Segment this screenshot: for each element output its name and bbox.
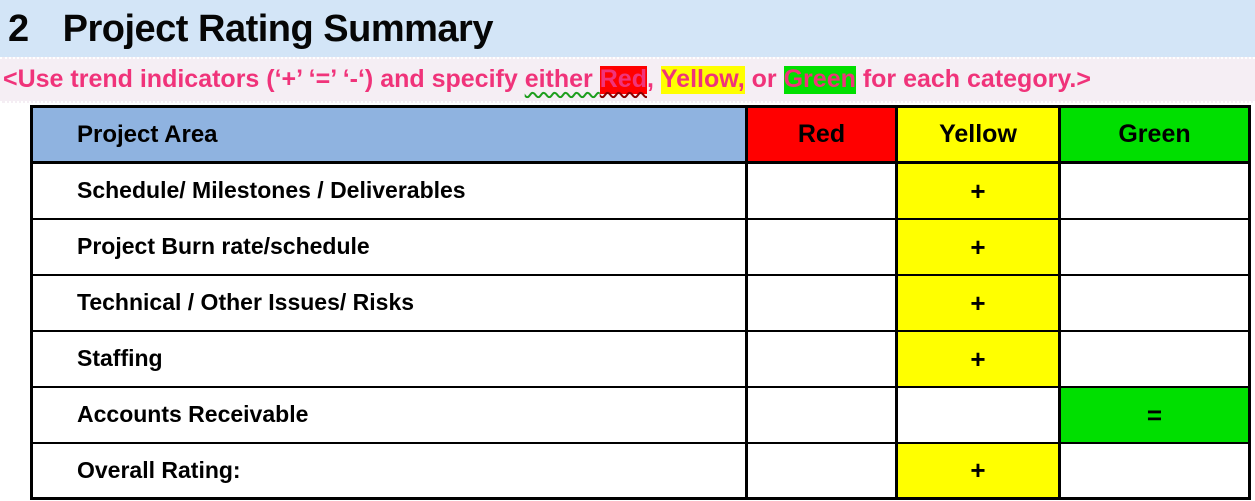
table-row: Accounts Receivable = xyxy=(30,385,1251,444)
rating-cell-yellow-indicator[interactable]: + xyxy=(895,161,1061,220)
column-header-yellow: Yellow xyxy=(895,105,1061,164)
instruction-segment: for each category.> xyxy=(855,65,1091,94)
column-header-green: Green xyxy=(1058,105,1251,164)
rating-cell-red[interactable] xyxy=(745,273,898,332)
rating-cell-yellow-indicator[interactable]: + xyxy=(895,273,1061,332)
table-header-row: Project Area Red Yellow Green xyxy=(30,105,1251,164)
heading-title: Project Rating Summary xyxy=(62,7,494,50)
rating-cell-green[interactable] xyxy=(1058,329,1251,388)
rating-cell-yellow-indicator[interactable]: + xyxy=(895,441,1061,500)
rating-cell-red[interactable] xyxy=(745,217,898,276)
column-header-red: Red xyxy=(745,105,898,164)
instruction-text: <Use trend indicators (‘+’ ‘=’ ‘-‘) and … xyxy=(0,57,1255,103)
row-label[interactable]: Overall Rating: xyxy=(30,441,748,500)
table-row: Schedule/ Milestones / Deliverables + xyxy=(30,161,1251,220)
rating-cell-red[interactable] xyxy=(745,385,898,444)
rating-cell-red[interactable] xyxy=(745,161,898,220)
rating-table-container: Project Area Red Yellow Green Schedule/ Mil… xyxy=(30,105,1255,500)
instruction-segment: either xyxy=(524,65,600,94)
instruction-segment: <Use trend indicators (‘+’ ‘=’ ‘-‘) and … xyxy=(3,65,525,94)
table-row: Technical / Other Issues/ Risks + xyxy=(30,273,1251,332)
rating-cell-green[interactable] xyxy=(1058,273,1251,332)
table-row: Overall Rating: + xyxy=(30,441,1251,500)
rating-table: Project Area Red Yellow Green Schedule/ Mil… xyxy=(30,105,1251,500)
rating-cell-red[interactable] xyxy=(745,329,898,388)
rating-cell-yellow-indicator[interactable]: + xyxy=(895,217,1061,276)
highlight-yellow: Yellow, xyxy=(660,65,745,94)
row-label[interactable]: Technical / Other Issues/ Risks xyxy=(30,273,748,332)
instruction-segment: , xyxy=(646,65,661,94)
rating-cell-green[interactable] xyxy=(1058,161,1251,220)
row-label[interactable]: Schedule/ Milestones / Deliverables xyxy=(30,161,748,220)
rating-cell-green[interactable] xyxy=(1058,441,1251,500)
heading-number: 2 xyxy=(8,7,29,50)
row-label[interactable]: Accounts Receivable xyxy=(30,385,748,444)
rating-cell-yellow-indicator[interactable]: + xyxy=(895,329,1061,388)
instruction-segment: or xyxy=(744,65,784,94)
table-row: Project Burn rate/schedule + xyxy=(30,217,1251,276)
rating-cell-yellow[interactable] xyxy=(895,385,1061,444)
table-row: Staffing + xyxy=(30,329,1251,388)
column-header-area: Project Area xyxy=(30,105,748,164)
highlight-red: Red xyxy=(599,65,647,94)
highlight-green: Green xyxy=(783,65,856,94)
rating-cell-red[interactable] xyxy=(745,441,898,500)
rating-cell-green[interactable] xyxy=(1058,217,1251,276)
row-label[interactable]: Staffing xyxy=(30,329,748,388)
heading-band: 2 Project Rating Summary xyxy=(0,0,1255,57)
rating-cell-green-indicator[interactable]: = xyxy=(1058,385,1251,444)
row-label[interactable]: Project Burn rate/schedule xyxy=(30,217,748,276)
rating-table-body: Schedule/ Milestones / Deliverables + Proj… xyxy=(30,161,1251,500)
